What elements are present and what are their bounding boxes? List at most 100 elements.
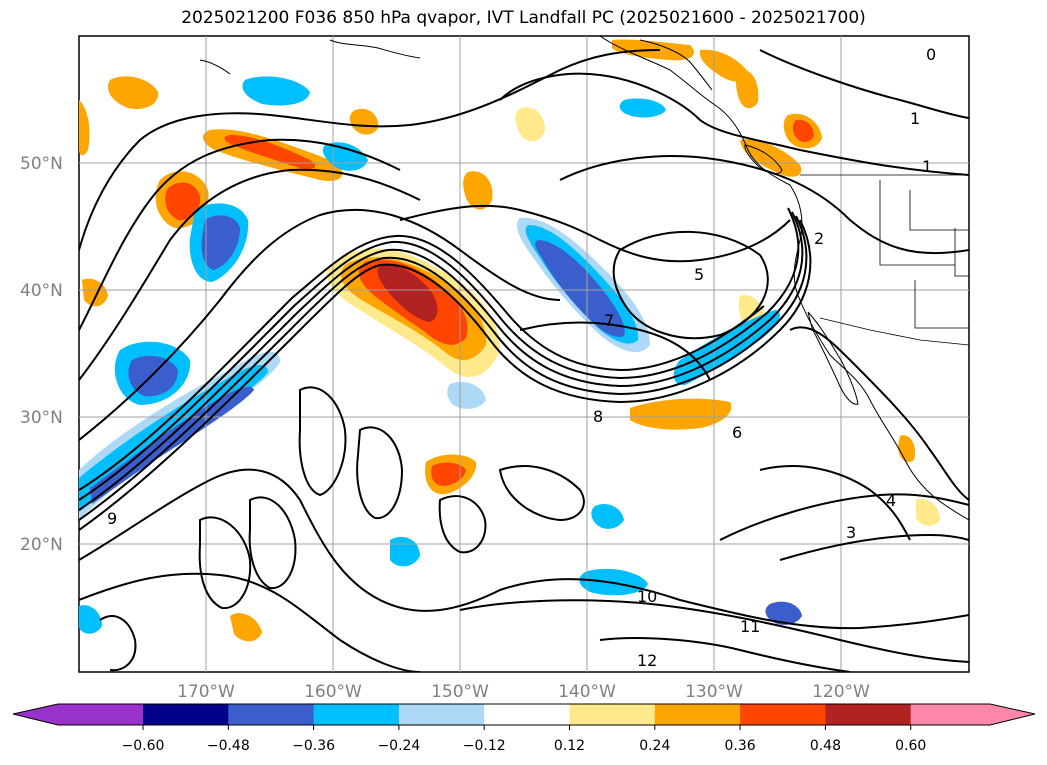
map-layers: 0 1 1 2 3 4 5 6 7 8 9 10 11 12: [79, 36, 969, 672]
colorbar-tick-label: 0.36: [725, 738, 756, 754]
positive-anomaly-region: [377, 264, 438, 322]
contour-label: 11: [740, 617, 760, 636]
contour-line: [79, 138, 401, 331]
positive-anomaly-region: [230, 613, 262, 642]
colorbar-outline: [12, 703, 1036, 726]
lon-label-170w: 170°W: [177, 682, 235, 702]
positive-anomaly-region: [630, 398, 732, 430]
contour-line: [759, 465, 911, 541]
colorbar: −0.60 −0.48 −0.36 −0.24 −0.12 0.12 0.24 0.36 0.4…: [12, 703, 1036, 754]
negative-anomaly-region: [619, 98, 666, 118]
positive-anomaly-region: [515, 107, 545, 142]
contour-line: [459, 599, 969, 663]
contour-line: [198, 516, 252, 610]
contour-label: 8: [593, 407, 603, 426]
latitude-labels: 50°N 40°N 30°N 20°N: [20, 154, 63, 555]
colorbar-cell: [228, 704, 315, 725]
vancouver-island-outline: [744, 144, 783, 174]
contour-line: [79, 168, 421, 381]
positive-anomaly-region: [916, 499, 940, 526]
colorbar-cell: [398, 704, 485, 725]
contour-label: 5: [694, 265, 704, 284]
positive-anomaly-region: [349, 108, 379, 135]
positive-anomaly-region: [699, 49, 749, 82]
colorbar-tick-label: 0.60: [895, 738, 926, 754]
colorbar-tick-label: −0.12: [463, 738, 506, 754]
contour-line: [298, 386, 347, 497]
aleutian-islands-outline: [329, 39, 421, 59]
contour-line: [499, 72, 969, 176]
lon-label-140w: 140°W: [558, 682, 616, 702]
colorbar-tick-label: 0.48: [810, 738, 841, 754]
contour-line: [759, 49, 969, 119]
lon-label-150w: 150°W: [431, 682, 489, 702]
state-border: [914, 280, 969, 329]
contour-line: [719, 493, 969, 541]
lon-label-130w: 130°W: [685, 682, 743, 702]
graticule: [79, 36, 969, 672]
contour-line: [79, 211, 804, 511]
contour-line: [498, 465, 585, 522]
colorbar-tick-label: −0.24: [377, 738, 420, 754]
contour-label: 9: [107, 509, 117, 528]
contour-label: 7: [604, 311, 614, 330]
positive-anomaly-region: [165, 182, 201, 221]
positive-anomaly-region: [735, 69, 759, 109]
contour-line: [438, 495, 487, 554]
colorbar-cell: [484, 704, 570, 725]
contour-line: [79, 49, 661, 251]
colorbar-cell: [569, 704, 656, 725]
lat-label-40n: 40°N: [20, 281, 63, 301]
state-border: [909, 190, 969, 231]
aleutian-islands-outline: [199, 59, 231, 75]
contour-line: [79, 207, 800, 501]
colorbar-cell: [313, 704, 400, 725]
contour-line: [779, 533, 969, 561]
positive-anomaly-region: [792, 119, 814, 142]
contour-line: [79, 215, 808, 521]
lon-label-160w: 160°W: [304, 682, 362, 702]
negative-anomaly-region: [765, 601, 802, 625]
colorbar-tick-label: −0.36: [292, 738, 335, 754]
contour-label: 3: [846, 523, 856, 542]
lon-label-120w: 120°W: [812, 682, 870, 702]
us-mexico-border: [819, 317, 969, 346]
colorbar-extension-high: [910, 704, 1035, 725]
contour-label: 0: [926, 45, 936, 64]
colorbar-tick-label: 0.12: [554, 738, 585, 754]
colorbar-tick-label: 0.24: [639, 738, 670, 754]
lat-label-30n: 30°N: [20, 408, 63, 428]
north-america-coastline: [599, 36, 969, 521]
positive-anomaly-region: [463, 171, 493, 210]
positive-anomaly-region: [108, 76, 159, 110]
colorbar-cell: [825, 704, 912, 725]
positive-anomaly-region: [431, 462, 466, 486]
contour-line: [79, 572, 421, 672]
longitude-labels: 170°W 160°W 150°W 140°W 130°W 120°W: [177, 682, 870, 702]
colorbar-labels: −0.60 −0.48 −0.36 −0.24 −0.12 0.12 0.24 0.36 0.4…: [122, 725, 926, 754]
colorbar-cell: [143, 704, 229, 725]
contour-line: [79, 208, 561, 441]
contour-line: [79, 219, 812, 531]
negative-anomaly-region: [201, 215, 240, 270]
contour-label: 1: [910, 109, 920, 128]
contour-label: 10: [637, 587, 657, 606]
state-border: [879, 180, 955, 266]
contour-line: [789, 326, 969, 501]
colorbar-cell: [740, 704, 826, 725]
contour-line: [612, 230, 769, 340]
contour-label: 2: [814, 229, 824, 248]
contour-line: [99, 615, 137, 672]
map-title: 2025021200 F036 850 hPa qvapor, IVT Land…: [181, 8, 866, 28]
contour-line: [356, 426, 404, 520]
coastlines: [199, 36, 969, 521]
colorbar-tick-label: −0.60: [122, 738, 165, 754]
baja-california-outline: [807, 311, 859, 405]
contour-line: [248, 496, 297, 590]
lat-label-50n: 50°N: [20, 154, 63, 174]
colorbar-cells: [13, 704, 1035, 725]
political-borders: [800, 174, 969, 346]
contour-label: 6: [732, 423, 742, 442]
negative-anomaly-region: [535, 240, 625, 337]
